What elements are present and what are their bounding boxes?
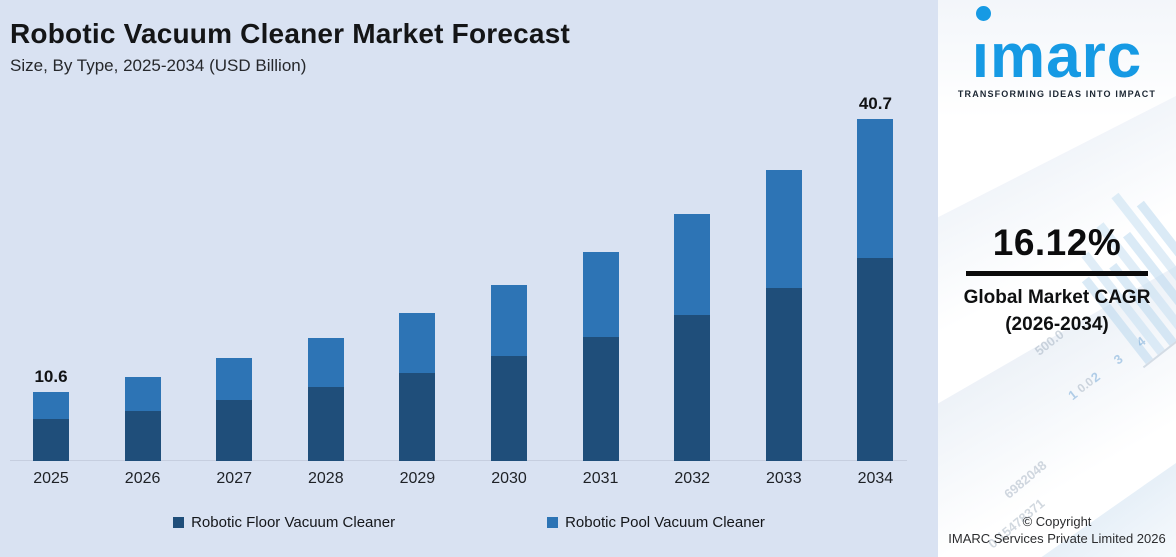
legend-item: Robotic Floor Vacuum Cleaner [173,514,395,531]
bar-segment-pool [765,170,802,289]
bar-2028 [307,337,344,461]
brand-tagline: TRANSFORMING IDEAS INTO IMPACT [957,89,1157,99]
bar-value-label-2034: 40.7 [858,93,892,113]
legend-label: Robotic Pool Vacuum Cleaner [565,514,765,531]
bar-segment-pool [674,214,711,315]
x-axis-label-2027: 2027 [216,470,252,487]
cagr-block: 16.12% Global Market CAGR (2026-2034) [938,222,1176,336]
bar-2025 [33,392,69,461]
brand-panel: 500.0 0.0 1 2 3 4 6982048 0.15478371 ıma… [938,0,1176,557]
decor-number-text: 6982048 [1001,457,1050,502]
bar-2032 [674,214,711,461]
legend-item: Robotic Pool Vacuum Cleaner [547,514,765,531]
bar-value-label-2025: 10.6 [34,367,68,386]
bar-segment-floor [307,387,344,461]
bar-segment-pool [33,392,69,420]
imarc-logo: ımarc [972,6,1142,88]
bar-segment-floor [765,288,802,461]
bar-segment-pool [216,358,253,401]
bar-segment-floor [857,258,894,461]
bar-2034 [857,118,894,461]
chart-subtitle: Size, By Type, 2025-2034 (USD Billion) [10,56,307,76]
bar-segment-pool [582,252,619,338]
bar-2026 [124,376,161,461]
bar-2031 [582,252,619,461]
x-axis-label-2025: 2025 [33,470,69,487]
x-axis-label-2031: 2031 [582,470,619,487]
chart-panel: Robotic Vacuum Cleaner Market Forecast S… [0,0,938,557]
bar-2029 [399,313,436,461]
bar-segment-floor [399,372,436,461]
stacked-bar-chart: 10.6 2025 2026 2027 2028 2029 2030 2031 2032 2033… [10,93,907,487]
copyright: © Copyright IMARC Services Private Limit… [938,514,1176,548]
imarc-logo-dot-icon [975,6,991,21]
cagr-value: 16.12% [992,222,1122,263]
bar-segment-floor [582,337,619,461]
legend-label: Robotic Floor Vacuum Cleaner [191,514,396,531]
x-axis-label-2029: 2029 [399,470,436,487]
x-axis-line [10,460,907,461]
x-axis-label-2032: 2032 [674,470,710,487]
bar-segment-pool [491,284,527,357]
legend-swatch-icon [173,517,185,528]
imarc-logo-text: ımarc [971,22,1143,91]
bar-segment-pool [399,313,436,373]
bar-2033 [765,170,802,461]
bar-2030 [491,284,527,461]
x-axis-label-2030: 2030 [491,470,527,487]
x-axis-label-2034: 2034 [857,470,894,487]
cagr-period: (2026-2034) [1005,314,1109,335]
legend-swatch-icon [547,517,559,528]
chart-legend: Robotic Floor Vacuum Cleaner Robotic Pool… [0,514,938,531]
imarc-logo-block: ımarc TRANSFORMING IDEAS INTO IMPACT [938,6,1176,99]
decor-mini-bar-chart [1042,170,1176,376]
bar-segment-pool [124,376,161,411]
x-axis-label-2033: 2033 [766,470,802,487]
bar-segment-floor [33,419,69,461]
copyright-line2: IMARC Services Private Limited 2026 [948,531,1166,547]
chart-header: Robotic Vacuum Cleaner Market Forecast S… [10,18,928,76]
bar-segment-floor [491,356,527,461]
x-axis-label-2026: 2026 [124,470,161,487]
cagr-label: Global Market CAGR [963,287,1151,308]
bar-segment-floor [674,314,711,461]
bar-segment-pool [857,118,894,259]
bar-2027 [216,358,253,461]
cagr-underline [966,271,1148,276]
copyright-line1: © Copyright [1022,514,1092,530]
bar-segment-floor [216,400,253,461]
bar-segment-pool [307,337,344,388]
page-title: Robotic Vacuum Cleaner Market Forecast [10,18,570,49]
bar-segment-floor [124,410,161,461]
x-axis-label-2028: 2028 [308,470,344,487]
